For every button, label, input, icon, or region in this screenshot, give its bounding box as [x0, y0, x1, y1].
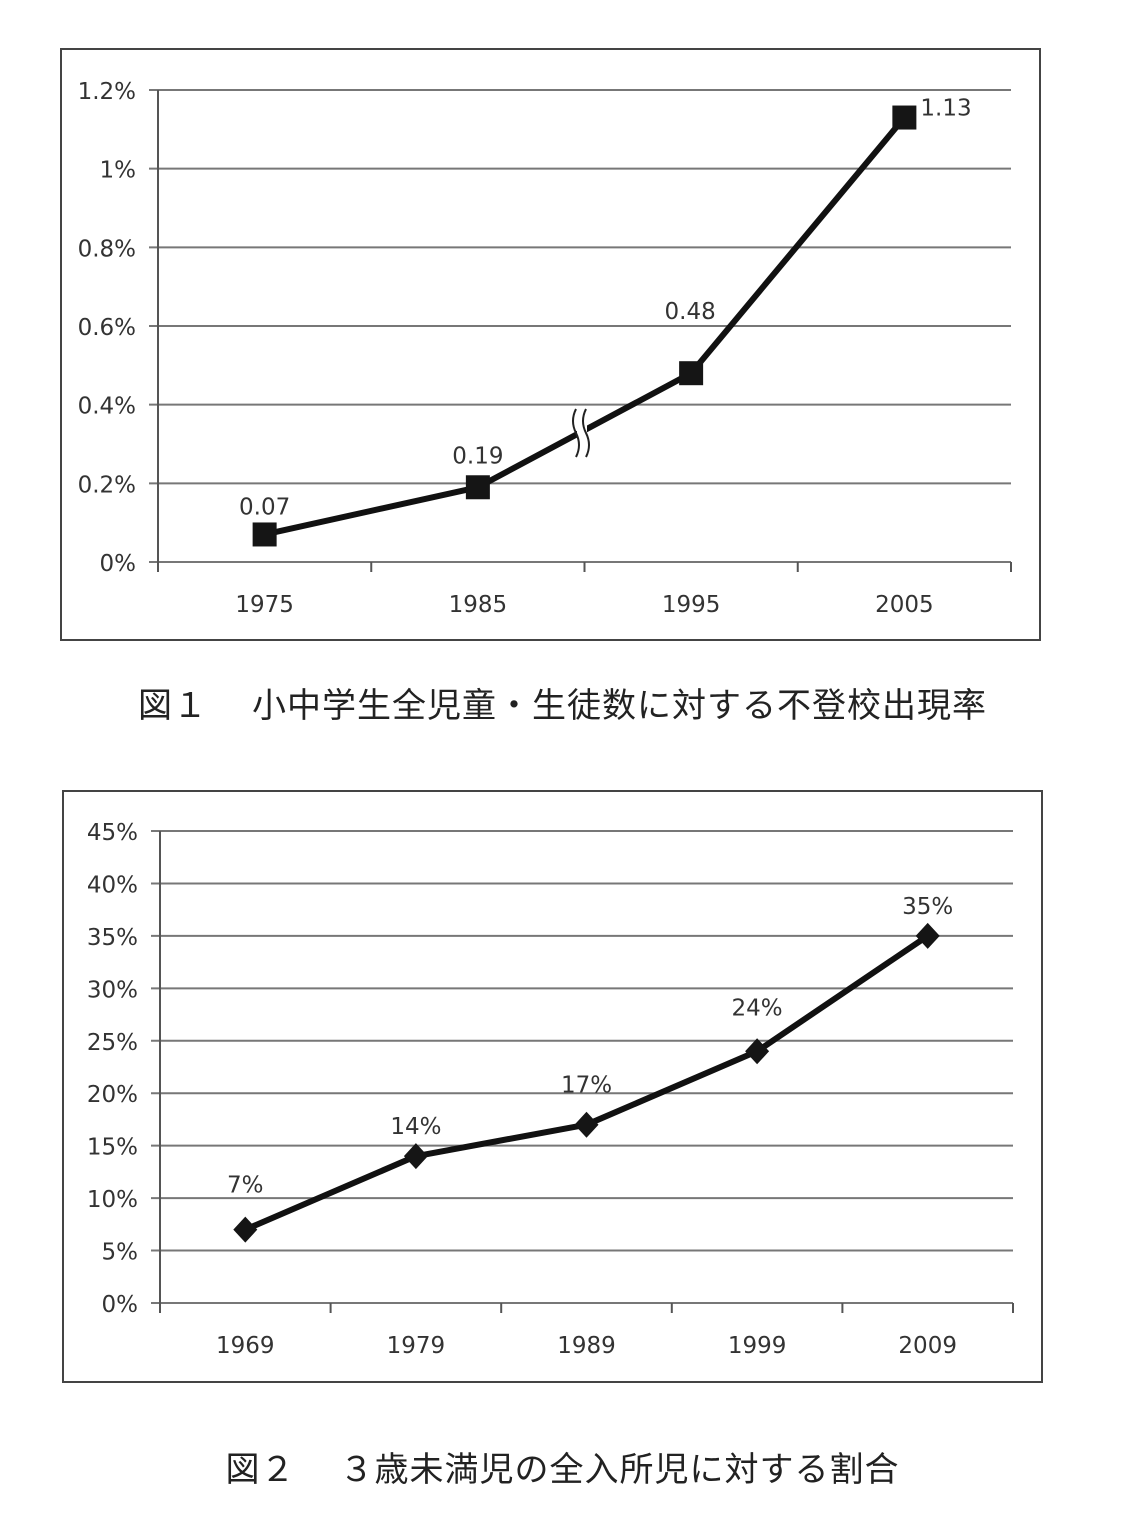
figure1-number: 図１ [138, 686, 208, 726]
figure1-title: 小中学生全児童・生徒数に対する不登校出現率 [252, 686, 987, 726]
axis-break-icon [582, 408, 590, 458]
axis-break-icon [572, 408, 580, 458]
x-tick-label: 1985 [449, 592, 508, 618]
y-tick-label: 45% [87, 820, 138, 846]
chart1-plot: 0% 0.2% 0.4% 0.6% 0.8% 1% 1.2% 1975 1985 1995 2005… [78, 79, 1012, 618]
y-tick-label: 0.6% [78, 315, 136, 341]
data-label: 0.48 [665, 299, 716, 325]
data-label: 24% [732, 995, 783, 1021]
data-label: 17% [561, 1073, 612, 1099]
square-marker [252, 522, 277, 547]
y-tick-label: 0.8% [78, 236, 136, 262]
diamond-marker [745, 1038, 770, 1065]
chart2-plot: 0% 5% 10% 15% 20% 25% 30% 35% 40% 45% 1969 1979 1989… [87, 820, 1014, 1359]
data-label: 1.13 [920, 96, 971, 122]
data-label: 35% [902, 894, 953, 920]
figure2-number: 図２ [225, 1450, 296, 1490]
square-marker [892, 105, 917, 130]
y-tick-label: 5% [102, 1240, 139, 1266]
y-tick-label: 40% [87, 872, 138, 898]
chart2-frame [62, 790, 1043, 1383]
y-tick-label: 15% [87, 1135, 138, 1161]
x-tick-label: 1995 [662, 592, 721, 618]
diamond-marker [233, 1216, 258, 1243]
x-tick-label: 1969 [216, 1333, 275, 1359]
data-label: 14% [390, 1114, 441, 1140]
figure2-caption: 図２ ３歳未満児の全入所児に対する割合 [0, 1442, 1125, 1491]
axis-break-gap [577, 411, 587, 455]
x-tick-label: 1975 [235, 592, 294, 618]
y-tick-label: 1% [100, 158, 137, 184]
data-label: 7% [227, 1173, 264, 1199]
x-tick-label: 2009 [898, 1333, 957, 1359]
y-tick-label: 20% [87, 1082, 138, 1108]
diamond-marker [403, 1143, 428, 1170]
x-tick-label: 2005 [875, 592, 934, 618]
diamond-marker [574, 1111, 599, 1138]
y-tick-label: 30% [87, 977, 138, 1003]
y-tick-label: 0% [102, 1292, 139, 1318]
figure2-title: ３歳未満児の全入所児に対する割合 [339, 1450, 900, 1490]
diamond-marker [915, 922, 940, 949]
x-tick-label: 1989 [557, 1333, 616, 1359]
square-marker [465, 475, 490, 500]
y-tick-label: 35% [87, 925, 138, 951]
y-tick-label: 10% [87, 1187, 138, 1213]
square-marker [679, 361, 704, 386]
y-tick-label: 0.2% [78, 472, 136, 498]
y-tick-label: 0% [100, 551, 137, 577]
data-label: 0.19 [452, 443, 503, 469]
x-tick-label: 1999 [728, 1333, 787, 1359]
y-tick-label: 1.2% [78, 79, 136, 105]
x-tick-label: 1979 [387, 1333, 446, 1359]
y-tick-label: 0.4% [78, 394, 136, 420]
figure1-caption: 図１ 小中学生全児童・生徒数に対する不登校出現率 [0, 678, 1125, 727]
data-label: 0.07 [239, 494, 290, 520]
y-tick-label: 25% [87, 1030, 138, 1056]
